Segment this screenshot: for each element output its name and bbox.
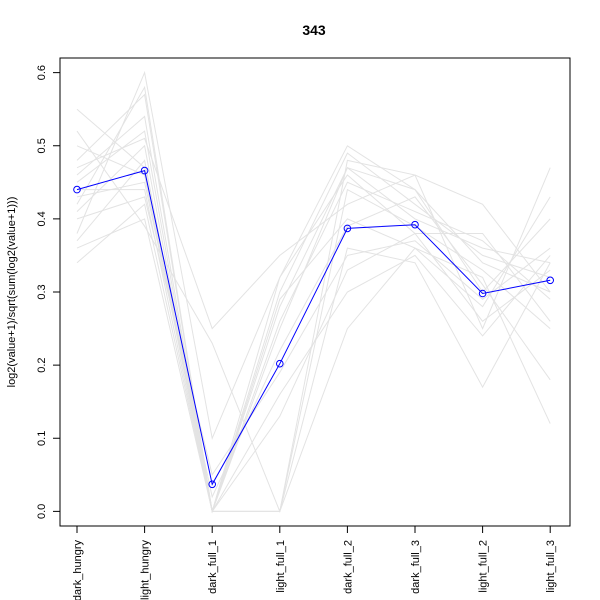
- highlight-point-dark_full_1: [208, 480, 216, 489]
- y-tick-label-0.5: 0.5: [36, 138, 48, 153]
- x-tick-label-light_full_1: light_full_1: [275, 540, 287, 593]
- background-series-line-12: [76, 218, 551, 513]
- x-tick-label-light_hungry: light_hungry: [140, 540, 152, 600]
- background-series-line-11: [76, 145, 551, 514]
- highlight-series-line: [76, 169, 551, 486]
- x-tick-label-dark_hungry: dark_hungry: [72, 540, 84, 600]
- y-tick-label-0.4: 0.4: [36, 211, 48, 226]
- y-tick-label-0.3: 0.3: [36, 284, 48, 299]
- background-series-line-6: [76, 159, 551, 512]
- highlight-point-light_full_3: [546, 276, 555, 285]
- background-series-line-7: [76, 130, 551, 514]
- background-series-line-14: [76, 144, 551, 513]
- highlight-point-dark_hungry: [73, 185, 81, 194]
- background-series-line-13: [76, 181, 551, 499]
- x-tick-label-dark_full_2: dark_full_2: [342, 540, 354, 594]
- background-series-line-9: [76, 130, 551, 512]
- background-series-line-2: [76, 85, 551, 514]
- chart-title: 343: [302, 22, 326, 38]
- background-series-line-0: [76, 159, 551, 512]
- x-tick-label-dark_full_3: dark_full_3: [410, 540, 422, 594]
- background-series-line-1: [76, 70, 551, 441]
- background-series-line-8: [76, 93, 551, 512]
- y-tick-label-0.1: 0.1: [36, 431, 48, 446]
- highlight-point-light_full_1: [276, 359, 284, 368]
- highlight-point-dark_full_2: [343, 224, 352, 233]
- background-series-line-15: [76, 115, 551, 512]
- x-axis: dark_hungry light_hungry dark_full_1 light_…: [72, 525, 557, 600]
- highlight-point-light_full_2: [478, 289, 487, 298]
- y-tick-label-0.2: 0.2: [36, 357, 48, 372]
- x-tick-label-dark_full_1: dark_full_1: [207, 540, 219, 594]
- highlight-point-light_hungry: [140, 166, 149, 175]
- background-series-group: [76, 70, 551, 514]
- highlight-series-group: [73, 166, 555, 489]
- y-axis-label: log2(value+1)/sqrt(sum(log2(value+1))): [6, 197, 18, 388]
- y-tick-label-0.0: 0.0: [36, 504, 48, 519]
- y-axis: 0.0 0.1 0.2 0.3 0.4 0.5 0.6: [36, 65, 61, 519]
- x-tick-label-light_full_2: light_full_2: [478, 540, 490, 593]
- plot-frame: [59, 57, 571, 527]
- background-series-line-3: [76, 137, 551, 330]
- x-tick-label-light_full_3: light_full_3: [545, 540, 557, 593]
- background-series-line-10: [76, 196, 551, 477]
- highlight-point-dark_full_3: [411, 220, 419, 229]
- y-tick-label-0.6: 0.6: [36, 65, 48, 80]
